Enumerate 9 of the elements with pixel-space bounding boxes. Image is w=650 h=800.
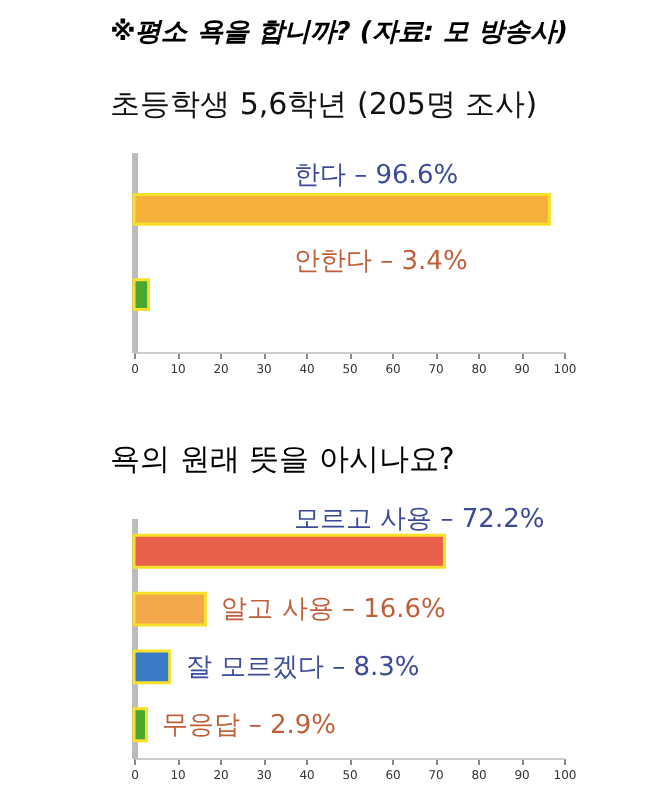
category-label: 한다 – 96.6% <box>294 161 459 192</box>
chart-title: 욕의 원래 뜻을 아시나요? <box>110 441 455 478</box>
category-label: 모르고 사용 – 72.2% <box>294 505 545 536</box>
chart-subtitle: 초등학생 5,6학년 (205명 조사) <box>110 86 538 122</box>
category-label: 안한다 – 3.4% <box>294 246 468 277</box>
category-label: 알고 사용 – 16.6% <box>221 595 446 626</box>
chart-title: ※평소 욕을 합니까? (자료: 모 방송사) <box>110 18 568 48</box>
category-label: 잘 모르겠다 – 8.3% <box>185 652 420 683</box>
category-label: 무응답 – 2.9% <box>162 710 337 741</box>
